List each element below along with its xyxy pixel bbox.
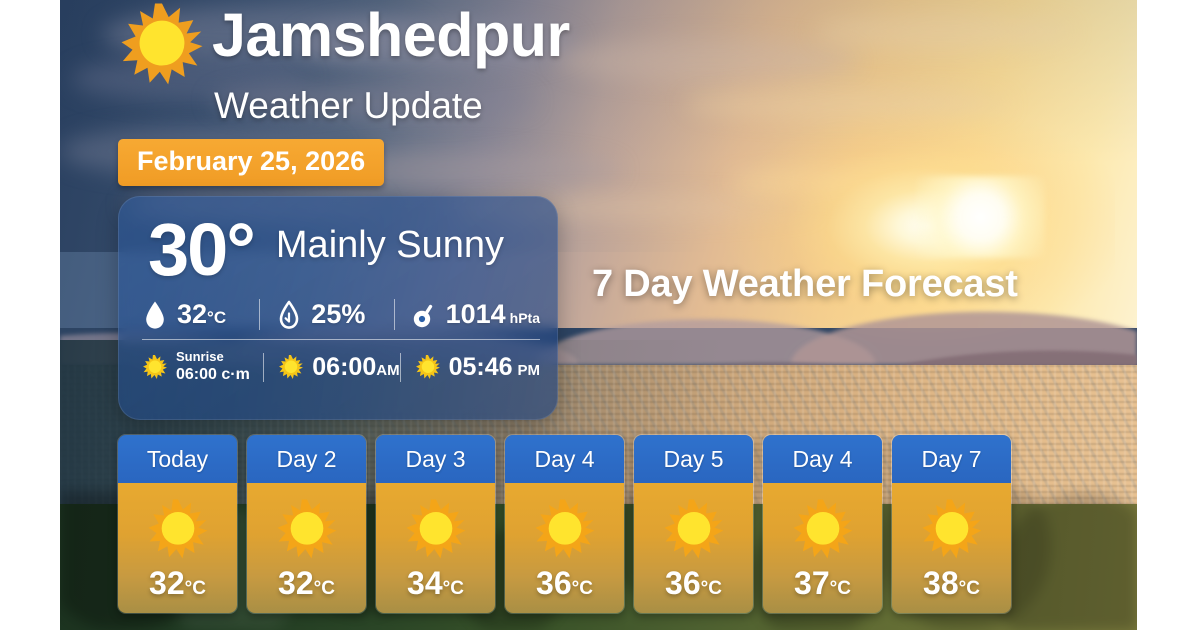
sun-icon [121,3,203,85]
sun-disc [916,176,1046,259]
forecast-card-body: 34°C [376,483,495,613]
sunrise-label: Sunrise [176,349,224,365]
forecast-card-header: Day 4 [763,435,882,483]
cloud [70,56,308,101]
sunset-time-value: 05:46 PM [448,352,541,381]
sun-icon [415,355,440,380]
forecast-temperature: 34°C [407,564,464,601]
current-temperature: 30° [148,208,256,291]
forecast-day-label: Day 4 [534,445,595,472]
forecast-day-label: Day 4 [792,445,853,472]
forecast-temperature: 37°C [794,564,851,601]
forecast-card-7[interactable]: Day 7 38°C [891,434,1012,614]
sun-icon [664,499,723,558]
barometer-icon [413,304,432,327]
forecast-card-4[interactable]: Day 4 36°C [504,434,625,614]
forecast-temperature: 38°C [923,564,980,601]
sun-icon [143,355,167,380]
water-droplet-icon [146,301,164,329]
forecast-row: Today 32°C Day 2 [117,434,1012,614]
sunset-time-cell: 05:46 PM [399,352,541,382]
forecast-card-5[interactable]: Day 5 36°C [633,434,754,614]
forecast-temperature: 36°C [536,564,593,601]
metric-value: 1014 hPta [445,299,541,330]
forecast-day-label: Today [146,445,209,472]
sunrise-label-cell: Sunrise 06:00 c·m [142,349,263,385]
title-row: Jamshedpur [118,1,570,88]
sun-icon [148,499,207,558]
forecast-day-label: Day 2 [276,445,337,472]
metric-humidity: 25% [259,299,393,331]
page-title: Jamshedpur [212,1,570,69]
current-weather-card: 30° Mainly Sunny 32°C 25% [118,196,558,420]
forecast-card-body: 37°C [763,483,882,613]
forecast-card-1[interactable]: Today 32°C [117,434,238,614]
metric-value: 32°C [177,299,227,330]
sunrise-text-block: Sunrise 06:00 c·m [176,349,250,385]
forecast-card-body: 32°C [247,483,366,613]
current-condition: Mainly Sunny [275,224,505,267]
sun-icon [279,355,304,380]
forecast-day-label: Day 5 [663,445,724,472]
date-badge: February 25, 2026 [118,139,385,187]
metrics-row: 32°C 25% 1014 hPta [142,299,541,341]
forecast-card-body: 38°C [892,483,1011,613]
forecast-card-body: 36°C [505,483,624,613]
forecast-card-2[interactable]: Day 2 32°C [246,434,367,614]
forecast-day-label: Day 3 [405,445,466,472]
forecast-temperature: 36°C [665,564,722,601]
forecast-card-body: 36°C [634,483,753,613]
sun-icon [277,499,336,558]
forecast-temperature: 32°C [149,564,206,601]
sunrise-time-value: 06:00AM [312,352,400,381]
forecast-card-header: Day 4 [505,435,624,483]
sunrise-time-cell: 06:00AM [263,352,400,382]
forecast-card-3[interactable]: Day 3 34°C [375,434,496,614]
sun-icon [793,499,852,558]
metric-pressure: 1014 hPta [393,299,541,331]
cloud [813,12,1073,51]
forecast-card-header: Day 2 [247,435,366,483]
current-temp-row: 30° Mainly Sunny [118,196,558,291]
forecast-card-header: Day 7 [892,435,1011,483]
sun-icon [535,499,594,558]
subtitle: Weather Update [214,85,483,126]
forecast-day-label: Day 7 [921,445,982,472]
forecast-card-body: 32°C [118,483,237,613]
metric-feels-like: 32°C [142,299,259,330]
metric-value: 25% [311,299,366,330]
forecast-temperature: 32°C [278,564,335,601]
humidity-drop-icon [279,300,299,329]
sun-times-row: Sunrise 06:00 c·m 06:00AM [142,349,540,385]
sunrise-time: 06:00 c·m [176,366,250,384]
sun-icon [406,499,465,558]
header: Jamshedpur Weather Update February 25, 2… [118,1,570,187]
forecast-card-header: Today [118,435,237,483]
forecast-card-header: Day 5 [634,435,753,483]
forecast-card-header: Day 3 [376,435,495,483]
cloud [210,81,534,120]
cloud [296,18,577,70]
forecast-card-6[interactable]: Day 4 37°C [762,434,883,614]
sun-icon [922,499,981,558]
forecast-headline: 7 Day Weather Forecast [592,263,1018,305]
